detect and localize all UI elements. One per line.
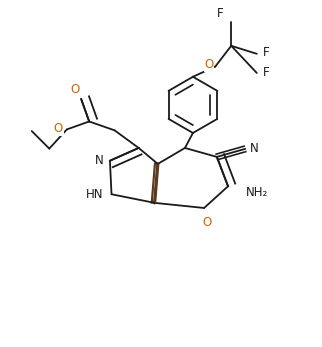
Text: N: N: [250, 142, 259, 155]
Text: F: F: [262, 46, 269, 59]
Text: NH₂: NH₂: [246, 186, 268, 198]
Text: O: O: [71, 83, 80, 96]
Text: O: O: [203, 216, 212, 229]
Text: F: F: [217, 7, 223, 20]
Text: O: O: [54, 122, 63, 135]
Text: N: N: [95, 154, 104, 167]
Text: HN: HN: [86, 188, 104, 201]
Text: O: O: [204, 58, 214, 71]
Text: F: F: [262, 66, 269, 79]
